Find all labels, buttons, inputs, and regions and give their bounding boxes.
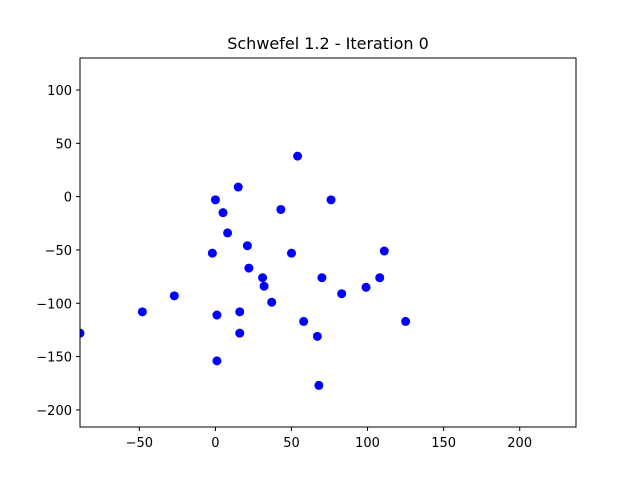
data-point (326, 195, 336, 205)
x-tick-label: −50 (126, 436, 153, 451)
x-tick-label: 0 (211, 436, 219, 451)
y-tick-label: 50 (55, 137, 72, 152)
data-point (244, 263, 254, 273)
x-axis: −50 0 50 100 150 200 (126, 427, 532, 451)
y-tick-label: −100 (36, 297, 72, 312)
chart-title: Schwefel 1.2 - Iteration 0 (227, 34, 429, 53)
data-point (235, 307, 245, 317)
data-point (379, 246, 389, 256)
data-points (80, 151, 411, 390)
y-tick-label: −50 (45, 244, 72, 259)
y-tick-label: 100 (47, 84, 72, 99)
data-point (286, 248, 296, 258)
x-tick-label: 200 (507, 436, 532, 451)
axes-frame (79, 57, 577, 428)
y-tick-label: −200 (36, 404, 72, 419)
data-point (317, 273, 327, 283)
data-point (299, 316, 309, 326)
data-point (401, 316, 411, 326)
data-point (80, 328, 85, 338)
data-point (361, 282, 371, 292)
data-point (207, 248, 217, 258)
data-point (212, 310, 222, 320)
x-tick-label: 50 (283, 436, 300, 451)
data-point (293, 151, 303, 161)
data-point (242, 241, 252, 251)
data-point (210, 195, 220, 205)
data-point (233, 182, 243, 192)
data-point (218, 208, 228, 218)
y-axis: −200 −150 −100 −50 0 50 100 (36, 84, 80, 419)
y-tick-label: 0 (64, 191, 72, 206)
data-point (137, 307, 147, 317)
y-tick-label: −150 (36, 351, 72, 366)
data-point (169, 291, 179, 301)
data-point (259, 281, 269, 291)
data-point (312, 331, 322, 341)
x-tick-label: 150 (431, 436, 456, 451)
data-point (337, 289, 347, 299)
data-point (267, 297, 277, 307)
data-point (314, 380, 324, 390)
data-point (212, 356, 222, 366)
data-point (276, 204, 286, 214)
x-tick-label: 100 (355, 436, 380, 451)
data-point (235, 328, 245, 338)
data-point (223, 228, 233, 238)
data-point (258, 273, 268, 283)
data-point (375, 273, 385, 283)
